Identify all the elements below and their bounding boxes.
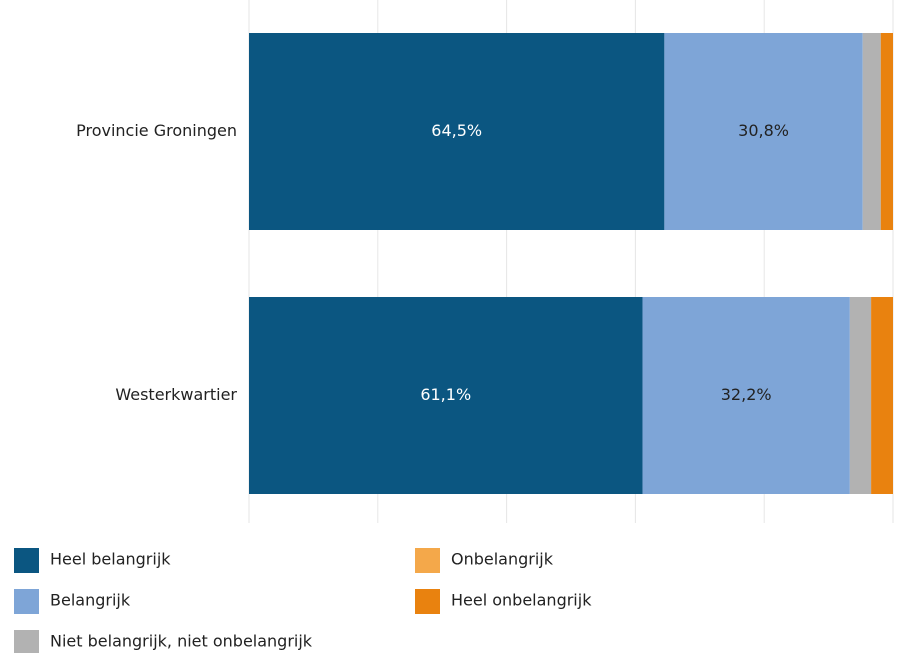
data-label: 61,1% bbox=[420, 385, 471, 404]
bar-segment bbox=[849, 297, 872, 494]
legend-label: Heel onbelangrijk bbox=[451, 591, 592, 610]
category-label: Westerkwartier bbox=[115, 385, 237, 404]
bar-segment bbox=[642, 297, 850, 494]
legend-swatch bbox=[415, 548, 440, 573]
legend-label: Onbelangrijk bbox=[451, 550, 554, 569]
bar-segment bbox=[249, 297, 643, 494]
bar-segment bbox=[880, 33, 893, 230]
legend-swatch bbox=[14, 548, 39, 573]
legend-label: Heel belangrijk bbox=[50, 550, 171, 569]
data-label: 64,5% bbox=[431, 121, 482, 140]
bar-segment bbox=[664, 33, 863, 230]
bar-segment bbox=[862, 33, 881, 230]
bar-segment bbox=[871, 297, 893, 494]
data-label: 32,2% bbox=[721, 385, 772, 404]
legend-swatch bbox=[415, 589, 440, 614]
legend-swatch bbox=[14, 589, 39, 614]
legend-swatch bbox=[14, 630, 39, 655]
legend-label: Belangrijk bbox=[50, 591, 131, 610]
legend-label: Niet belangrijk, niet onbelangrijk bbox=[50, 632, 313, 651]
data-label: 30,8% bbox=[738, 121, 789, 140]
category-label: Provincie Groningen bbox=[76, 121, 237, 140]
bar-segment bbox=[249, 33, 665, 230]
